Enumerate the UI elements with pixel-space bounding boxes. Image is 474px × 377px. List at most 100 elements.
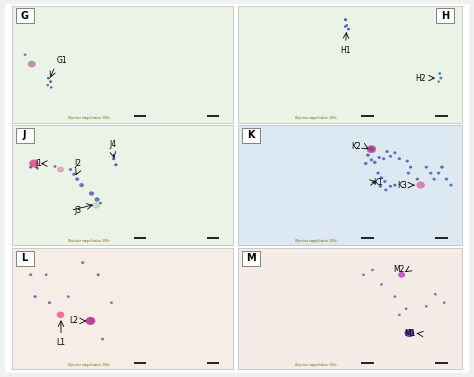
Circle shape: [383, 158, 384, 159]
Text: M: M: [246, 253, 255, 263]
Text: G: G: [21, 11, 28, 21]
Bar: [12, 125, 233, 245]
Circle shape: [370, 159, 372, 161]
Circle shape: [30, 160, 38, 167]
Circle shape: [380, 177, 383, 179]
Text: G1: G1: [57, 56, 67, 65]
Circle shape: [363, 274, 364, 275]
Circle shape: [435, 294, 436, 295]
Circle shape: [73, 173, 75, 175]
Circle shape: [425, 166, 427, 168]
Circle shape: [440, 78, 442, 79]
Circle shape: [348, 28, 349, 30]
Circle shape: [399, 158, 401, 159]
Bar: [242, 128, 260, 143]
Circle shape: [48, 302, 50, 303]
Circle shape: [345, 26, 346, 27]
Circle shape: [385, 189, 387, 191]
Circle shape: [369, 147, 374, 151]
Circle shape: [86, 318, 94, 324]
Circle shape: [76, 178, 79, 180]
Circle shape: [394, 184, 396, 186]
Circle shape: [68, 296, 69, 297]
Circle shape: [57, 312, 64, 317]
Circle shape: [346, 25, 347, 26]
Bar: [436, 8, 454, 23]
Circle shape: [367, 154, 369, 156]
Text: H1: H1: [340, 46, 351, 55]
Circle shape: [377, 172, 379, 174]
Circle shape: [410, 166, 411, 168]
Circle shape: [444, 302, 445, 303]
Circle shape: [430, 172, 432, 174]
Circle shape: [374, 161, 376, 163]
Bar: [238, 6, 462, 123]
Circle shape: [54, 166, 56, 167]
Circle shape: [30, 166, 32, 168]
Text: K1: K1: [373, 178, 383, 187]
Circle shape: [384, 181, 386, 182]
Circle shape: [405, 308, 407, 310]
Text: J1: J1: [36, 159, 42, 168]
Text: Objective magnification: 100×: Objective magnification: 100×: [295, 363, 337, 367]
Circle shape: [51, 87, 52, 88]
Circle shape: [450, 184, 452, 186]
Text: L2: L2: [70, 316, 79, 325]
Bar: [238, 248, 462, 369]
Circle shape: [345, 19, 346, 20]
Text: L: L: [21, 253, 28, 263]
Text: Objective magnification: 100×: Objective magnification: 100×: [68, 239, 110, 243]
Circle shape: [416, 178, 418, 180]
Circle shape: [95, 198, 99, 201]
Circle shape: [367, 146, 375, 152]
Circle shape: [441, 166, 443, 168]
Text: Objective magnification: 100×: Objective magnification: 100×: [68, 363, 110, 367]
Bar: [16, 251, 34, 266]
Circle shape: [399, 314, 400, 316]
Bar: [238, 125, 462, 245]
Circle shape: [92, 203, 100, 208]
Bar: [16, 128, 34, 143]
Circle shape: [82, 262, 83, 264]
Circle shape: [408, 172, 409, 174]
Circle shape: [390, 185, 392, 187]
Text: K3: K3: [398, 181, 408, 190]
Circle shape: [100, 202, 101, 204]
Circle shape: [80, 184, 83, 187]
Circle shape: [426, 306, 427, 307]
Circle shape: [101, 339, 103, 340]
Circle shape: [438, 172, 439, 174]
Text: Objective magnification: 100×: Objective magnification: 100×: [68, 116, 110, 120]
Circle shape: [90, 192, 93, 195]
Text: J: J: [23, 130, 27, 140]
Text: M1: M1: [404, 329, 416, 338]
Circle shape: [439, 73, 440, 74]
Bar: [242, 251, 260, 266]
Circle shape: [406, 160, 408, 162]
Text: J2: J2: [74, 159, 82, 168]
Bar: [12, 6, 233, 123]
Circle shape: [115, 164, 117, 166]
Text: K2: K2: [351, 142, 361, 151]
Text: L1: L1: [56, 339, 65, 348]
Text: J4: J4: [109, 139, 116, 149]
Circle shape: [48, 78, 49, 79]
Circle shape: [381, 284, 382, 285]
Text: Objective magnification: 100×: Objective magnification: 100×: [295, 239, 337, 243]
Circle shape: [405, 330, 414, 336]
Circle shape: [433, 178, 435, 180]
Bar: [12, 248, 233, 369]
Circle shape: [47, 85, 48, 86]
Circle shape: [97, 274, 99, 276]
Circle shape: [394, 296, 396, 297]
Circle shape: [399, 273, 404, 277]
Bar: [16, 8, 34, 23]
Circle shape: [394, 152, 396, 153]
Circle shape: [46, 274, 47, 275]
Circle shape: [379, 185, 381, 187]
Text: M2: M2: [393, 265, 404, 274]
Circle shape: [34, 296, 36, 297]
Circle shape: [378, 157, 380, 158]
Text: J3: J3: [74, 206, 82, 215]
Circle shape: [70, 169, 72, 170]
